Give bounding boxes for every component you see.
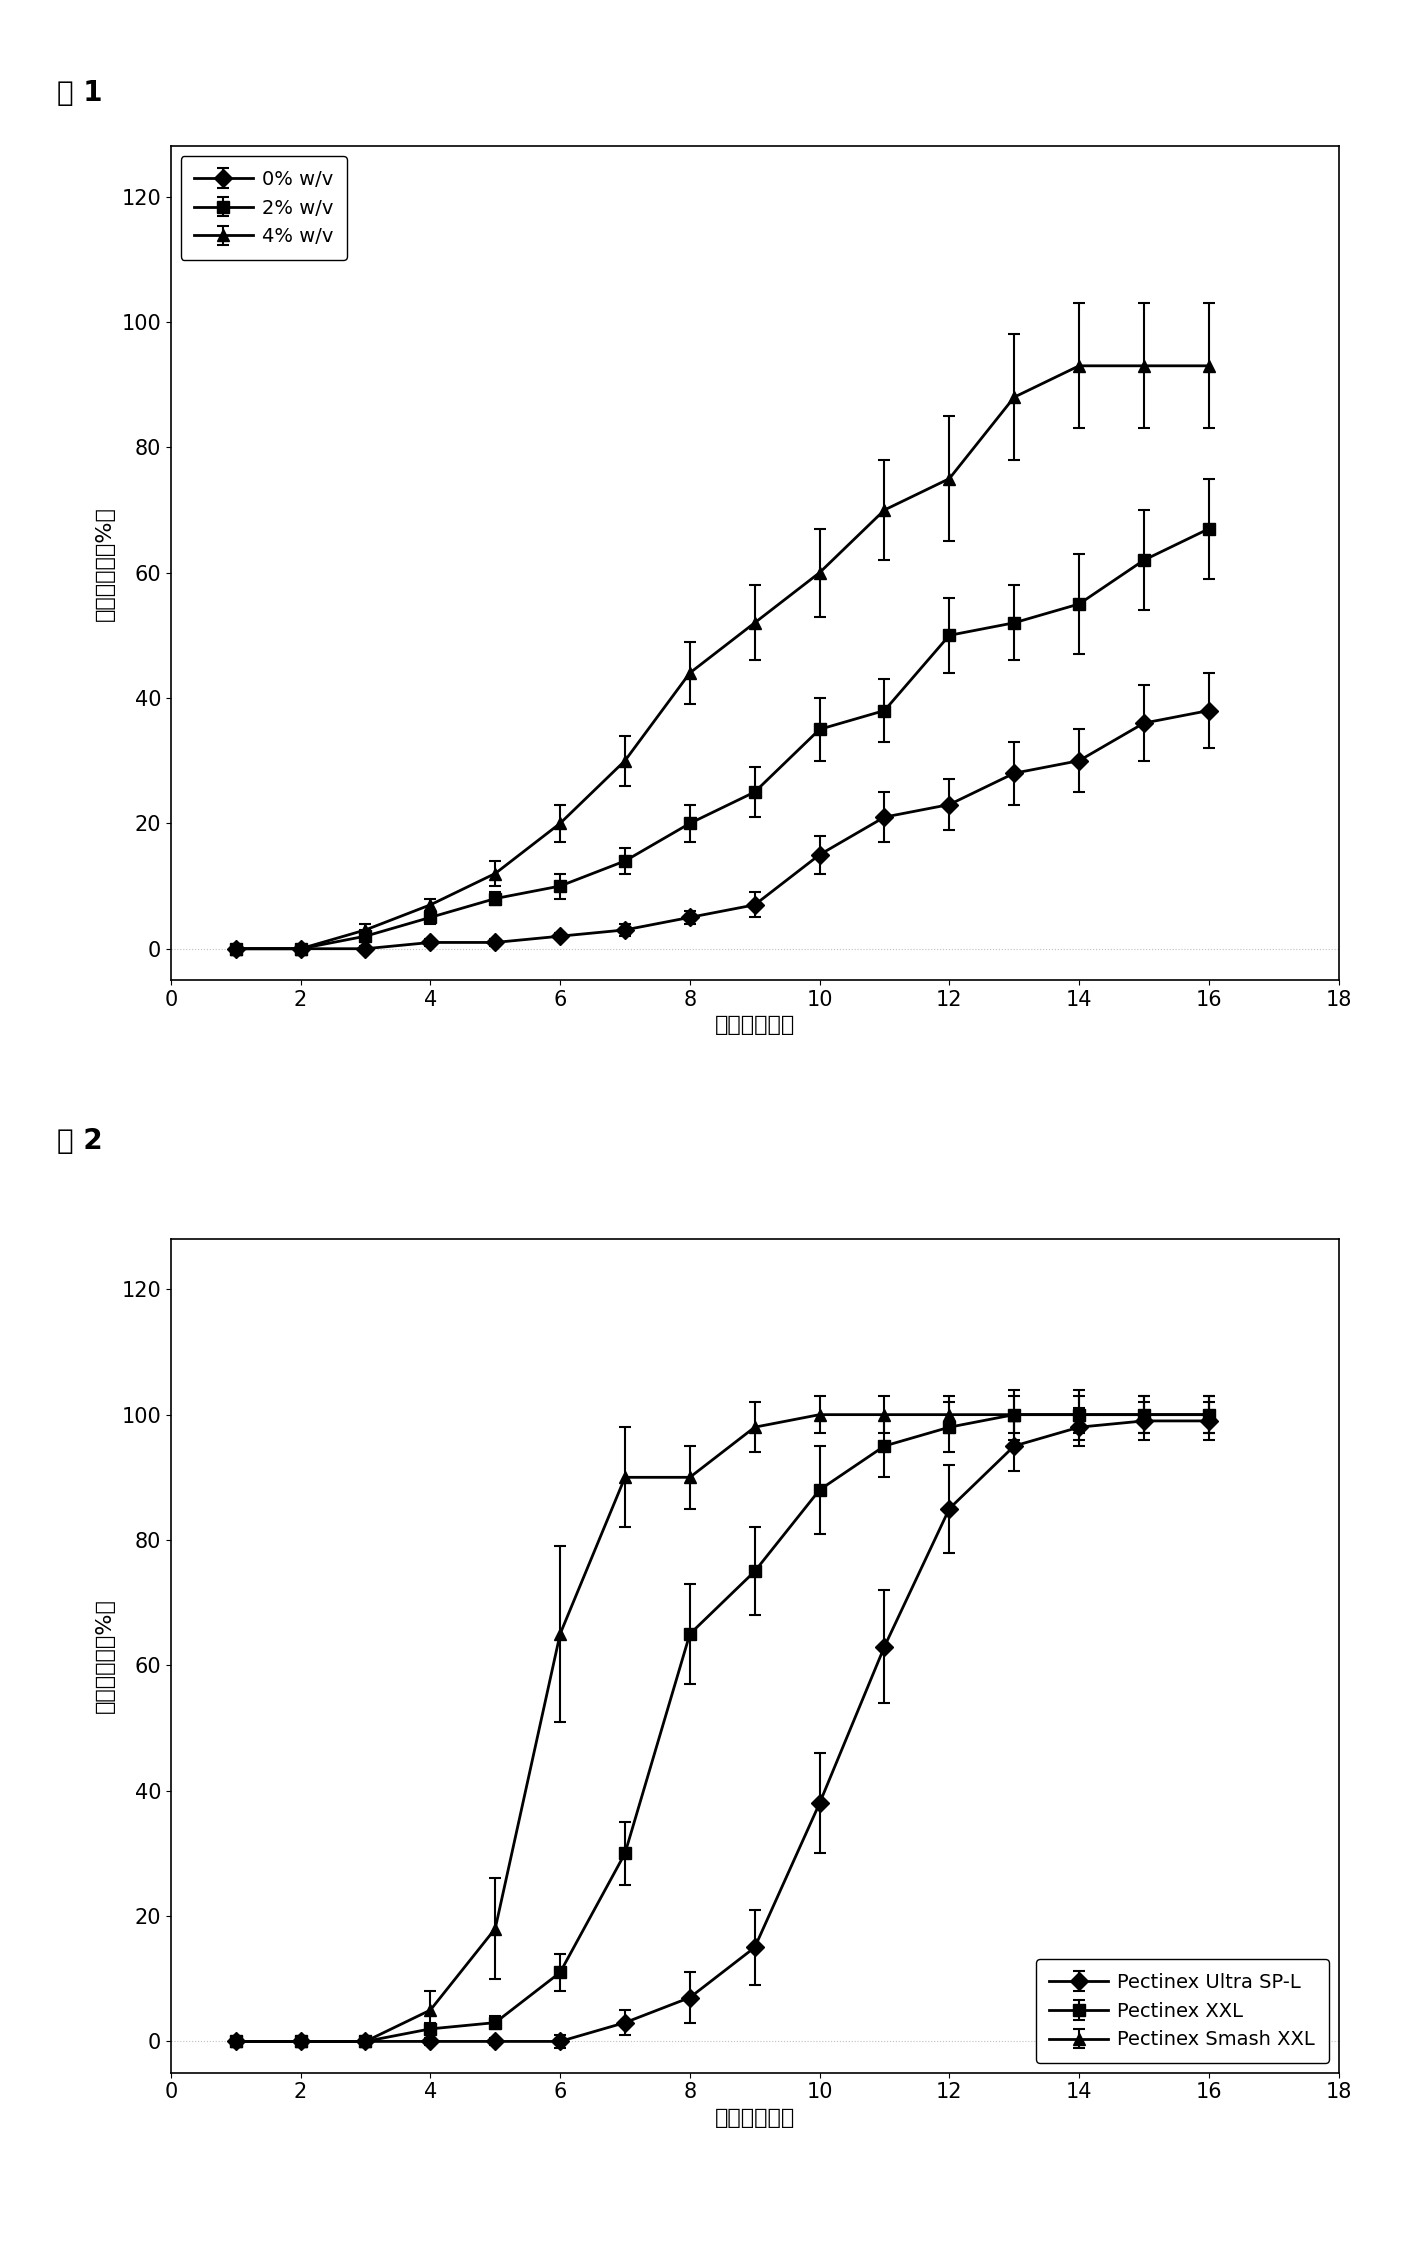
Legend: Pectinex Ultra SP-L, Pectinex XXL, Pectinex Smash XXL: Pectinex Ultra SP-L, Pectinex XXL, Pecti… <box>1035 1960 1329 2064</box>
Text: 图 2: 图 2 <box>57 1126 103 1154</box>
Text: 图 1: 图 1 <box>57 79 103 106</box>
X-axis label: 时间（小时）: 时间（小时） <box>715 1016 795 1036</box>
Legend: 0% w/v, 2% w/v, 4% w/v: 0% w/v, 2% w/v, 4% w/v <box>181 155 347 259</box>
Y-axis label: 释放百分率（%）: 释放百分率（%） <box>94 1600 114 1712</box>
Y-axis label: 释放百分率（%）: 释放百分率（%） <box>94 507 114 620</box>
X-axis label: 时间（小时）: 时间（小时） <box>715 2109 795 2129</box>
